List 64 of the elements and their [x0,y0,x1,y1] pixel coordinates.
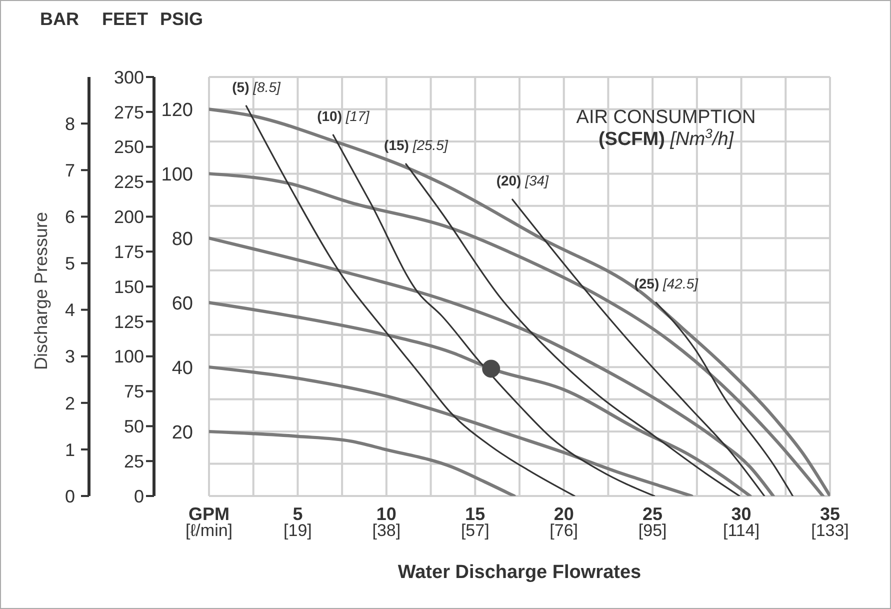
y2-tick-label: 200 [114,207,144,228]
text: BAR [40,9,79,29]
y2-tick-label: 250 [114,137,144,158]
x2-tick-label: [114] [723,521,760,540]
y2-tick-label: 0 [134,486,144,506]
line-series [209,430,516,496]
y2-tick-label: 125 [114,312,144,332]
y2-tick-label: 100 [114,346,144,367]
x2-tick-label: [57] [460,521,490,540]
x-tick-label: 35 [820,504,840,524]
y3-tick-label: 4 [64,300,75,320]
y2-tick-label: 50 [124,416,144,437]
y-tick-label: 20 [172,422,193,444]
y3-tick-label: 1 [64,440,75,460]
x2-tick-label: [ℓ/min] [185,521,233,540]
x2-tick-label: [38] [372,521,401,540]
x2-tick-label: [95] [638,521,667,540]
y3-tick-label: 0 [64,486,75,506]
x-tick-label: GPM [188,504,230,524]
x2-tick-label: [19] [284,521,312,540]
series-label: (10) [17] [317,108,370,124]
y2-tick-label: 175 [114,242,144,262]
x-axis-title: Water Discharge Flowrates [398,562,642,583]
series-label: (20) [34] [496,172,550,188]
line-series [209,365,694,496]
y3-tick-label: 8 [64,114,75,134]
y-tick-label: 120 [161,100,193,121]
line-series [245,105,576,496]
annotation: AIR CONSUMPTION (SCFM) [Nm$^{3}$/h] [576,107,756,150]
y2-tick-label: 150 [114,276,144,297]
text: PSIG [160,9,203,29]
y3-tick-label: 2 [64,393,75,414]
y-tick-label: 40 [172,358,193,379]
y3-tick-label: 5 [64,254,75,274]
x-tick-label: 10 [376,504,396,524]
y2-tick-label: 75 [124,382,144,402]
x2-tick-label: [133] [811,521,849,540]
x-tick-label: 20 [554,504,574,524]
y-tick-label: 80 [172,228,193,250]
series-label: (25) [42.5] [634,276,700,292]
y3-tick-label: 6 [64,207,75,228]
line-series [655,302,794,496]
line-series [405,163,740,496]
y3-axis-title: Discharge Pressure [31,212,51,370]
line-series [209,236,775,496]
x-tick-label: 5 [292,504,303,524]
x2-tick-label: [76] [550,521,578,540]
text: FEET [102,9,148,29]
x-tick-label: 25 [642,504,663,524]
y2-tick-label: 25 [124,451,144,472]
y-tick-label: 60 [172,293,193,314]
y2-tick-label: 225 [114,172,144,192]
line-series [209,301,752,496]
y3-tick-label: 3 [64,346,75,367]
y2-tick-label: 300 [114,67,144,88]
line-series [209,172,825,496]
series-label: (15) [25.5] [384,137,449,154]
y3-tick-label: 7 [64,160,75,180]
x-tick-label: 30 [731,504,752,524]
series-label: (5) [8.5] [232,79,282,96]
x-tick-label: 15 [465,504,486,524]
y-tick-label: 100 [161,164,193,186]
y2-tick-label: 275 [114,102,144,122]
line-series [512,198,766,496]
